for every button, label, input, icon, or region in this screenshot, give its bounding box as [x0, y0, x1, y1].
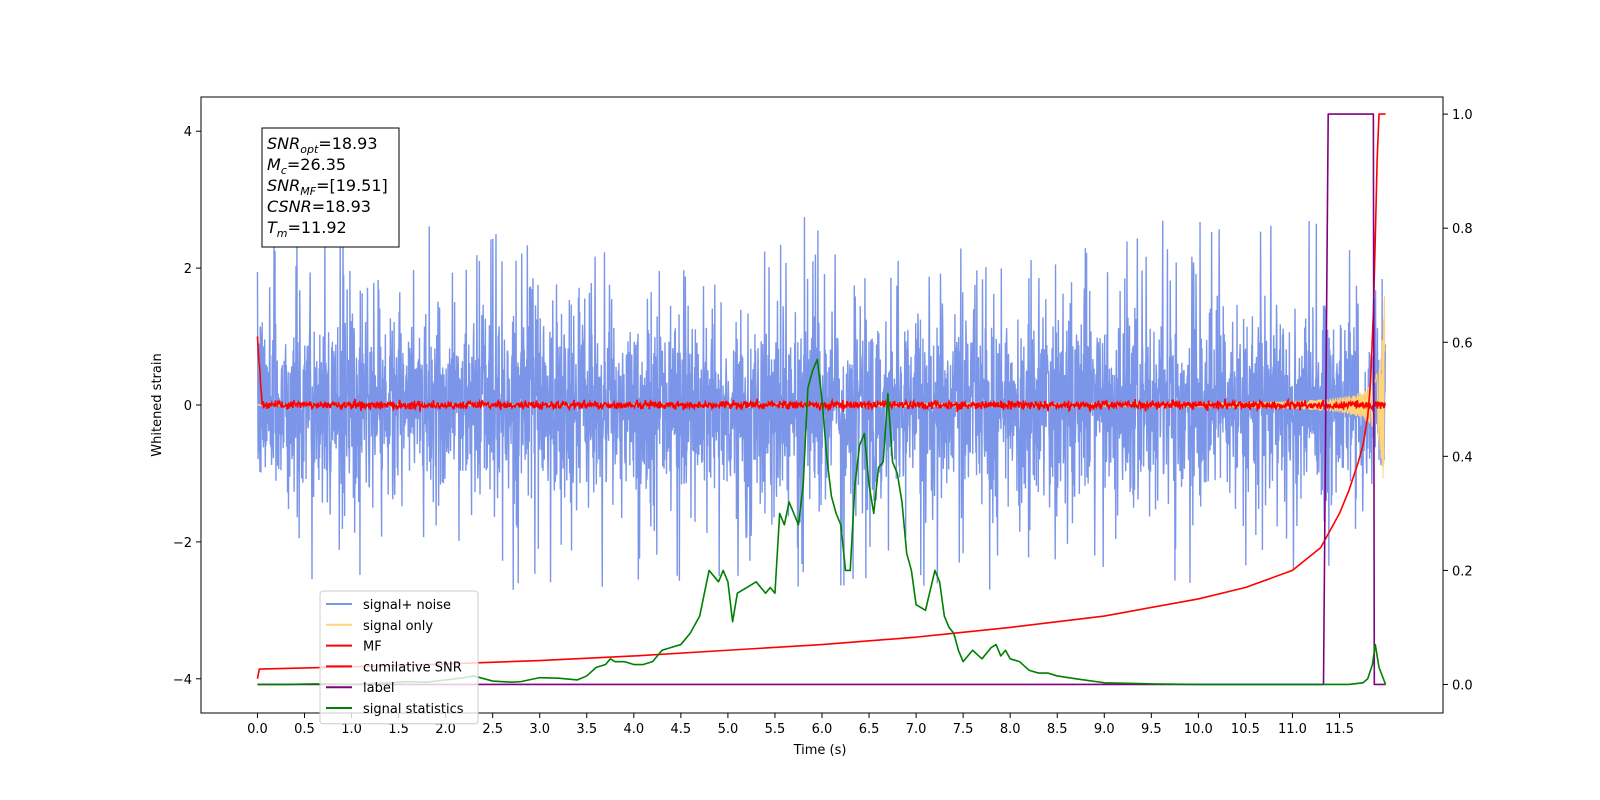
x-tick-label: 10.5	[1231, 722, 1260, 737]
x-tick-label: 4.5	[671, 722, 692, 737]
legend-label: signal only	[363, 619, 433, 634]
annotation-box	[261, 127, 400, 248]
x-tick-label: 8.5	[1047, 722, 1068, 737]
y-tick-label: 0	[184, 399, 192, 414]
x-tick-label: 7.0	[906, 722, 927, 737]
x-tick-label: 9.5	[1141, 722, 1162, 737]
stats-annotation-box: SNRopt=18.93Mc=26.35SNRMF=[19.51]CSNR=18…	[261, 127, 400, 248]
x-tick-label: 0.0	[247, 722, 268, 737]
x-axis: 0.0 0.5 1.0 1.5 2.0 2.5 3.0 3.5 4.0 4.5 5.0 5.5 6.0 6…	[247, 713, 1354, 737]
y-tick-label: −4	[173, 673, 192, 688]
series-layer	[256, 113, 1387, 686]
y-axis-label: Whitened strain	[150, 353, 165, 456]
annotation-line: SNRMF=[19.51]	[267, 176, 388, 198]
y2-tick-label: 0.8	[1452, 222, 1473, 237]
x-tick-label: 2.0	[435, 722, 456, 737]
annotation-line: SNRopt=18.93	[267, 134, 378, 156]
legend-label: signal+ noise	[363, 598, 451, 613]
x-tick-label: 1.5	[388, 722, 409, 737]
series-signal-statistics-line	[257, 358, 1387, 686]
legend-label: MF	[363, 640, 382, 655]
y-axis-right: 0.0 0.2 0.4 0.6 0.8 1.0	[1443, 108, 1473, 693]
y-tick-label: −2	[173, 536, 192, 551]
annotation-line: Mc=26.35	[267, 155, 346, 177]
y2-tick-label: 0.4	[1452, 450, 1473, 465]
y2-tick-label: 1.0	[1452, 108, 1473, 123]
x-axis-label: Time (s)	[793, 743, 847, 758]
x-tick-label: 6.5	[859, 722, 880, 737]
series-cumulative-snr-line	[256, 113, 1386, 679]
y-axis-left: −4 −2 0 2 4	[173, 125, 201, 688]
x-tick-label: 5.0	[718, 722, 739, 737]
x-tick-label: 6.0	[812, 722, 833, 737]
x-tick-label: 9.0	[1094, 722, 1115, 737]
legend: signal+ noise signal only MF cumilative SNR…	[319, 590, 479, 725]
y2-tick-label: 0.0	[1452, 678, 1473, 693]
x-tick-label: 0.5	[294, 722, 315, 737]
legend-label: signal statistics	[363, 702, 464, 717]
legend-box	[319, 590, 479, 725]
x-tick-label: 5.5	[765, 722, 786, 737]
y-tick-label: 4	[184, 125, 192, 140]
x-tick-label: 2.5	[482, 722, 503, 737]
annotation-line: Tm=11.92	[267, 218, 347, 240]
x-tick-label: 1.0	[341, 722, 362, 737]
y-tick-label: 2	[184, 262, 192, 277]
y2-tick-label: 0.6	[1452, 336, 1473, 351]
legend-label: label	[363, 681, 394, 696]
x-tick-label: 3.0	[529, 722, 550, 737]
x-tick-label: 8.0	[1000, 722, 1021, 737]
x-tick-label: 11.5	[1325, 722, 1354, 737]
x-tick-label: 10.0	[1184, 722, 1213, 737]
series-signal-noise-line	[256, 217, 1387, 590]
x-tick-label: 4.0	[623, 722, 644, 737]
y2-tick-label: 0.2	[1452, 564, 1473, 579]
x-tick-label: 7.5	[953, 722, 974, 737]
x-tick-label: 11.0	[1278, 722, 1307, 737]
legend-label: cumilative SNR	[363, 660, 462, 675]
x-tick-label: 3.5	[576, 722, 597, 737]
annotation-line: CSNR=18.93	[267, 197, 371, 216]
